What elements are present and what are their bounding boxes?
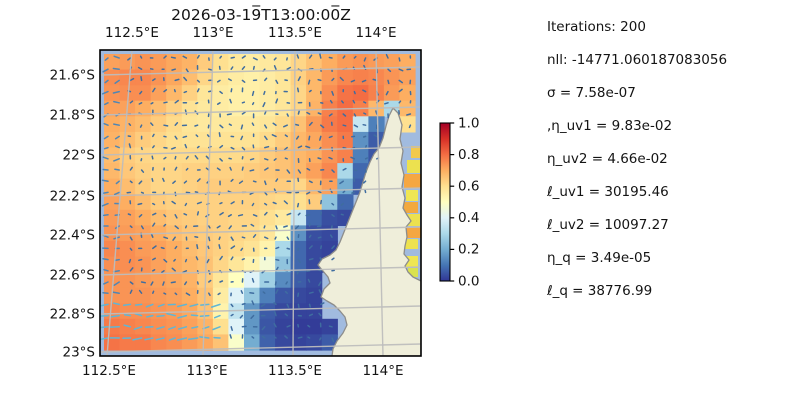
colorbar-tick-label: 0.8 [458,147,479,163]
stat-ell-uv1: ℓ_uv1 = 30195.46 [547,184,669,200]
gulf-patches [402,146,421,277]
colorbar-tick-label: 0.0 [458,274,479,290]
y-tick-label: 22°S [63,148,96,164]
y-tick-label: 22.6°S [50,268,95,284]
stats-panel: Iterations: 200 nll: -14771.060187083056… [547,11,727,308]
gridlines [100,50,421,356]
colorbar-tickmarks [450,122,455,282]
x-tick-label-top: 113°E [192,25,233,41]
x-axis-bottom-ticks: 112.5°E 113°E 113.5°E 114°E [82,363,404,379]
y-tick-label: 22.8°S [50,307,95,323]
stat-eta-uv2: η_uv2 = 4.66e-02 [547,151,668,167]
x-tick-label-bottom: 113.5°E [268,363,322,379]
colorbar-tick-label: 0.2 [458,242,479,258]
y-tick-label: 21.6°S [50,68,95,84]
y-tick-label: 22.4°S [50,228,95,244]
map-frame [99,49,422,357]
stat-eta-q: η_q = 3.49e-05 [547,250,652,266]
colorbar: 1.0 0.8 0.6 0.4 0.2 0.0 [439,116,479,290]
colorbar-gradient [439,122,451,282]
x-tick-label-top: 114°E [355,25,396,41]
quiver-arrows [100,53,412,343]
stat-eta-uv1: ,η_uv1 = 9.83e-02 [547,118,673,134]
x-tick-label-bottom: 114°E [362,363,403,379]
stat-nll: nll: -14771.060187083056 [547,52,728,68]
colorbar-tick-label: 0.4 [458,210,479,226]
y-tick-label: 22.2°S [50,189,95,205]
y-tick-label: 21.8°S [50,108,95,124]
x-tick-label-bottom: 112.5°E [82,363,136,379]
x-tick-label-bottom: 113°E [186,363,227,379]
x-tick-label-top: 112.5°E [105,25,159,41]
colorbar-tick-label: 1.0 [458,116,479,132]
stat-iterations: Iterations: 200 [547,19,646,35]
stat-ell-uv2: ℓ_uv2 = 10097.27 [547,217,669,233]
stat-ell-q: ℓ_q = 38776.99 [547,283,653,299]
map-content [100,50,421,356]
y-tick-label: 23°S [63,345,96,361]
stat-sigma: σ = 7.58e-07 [547,85,636,101]
colorbar-tick-label: 0.6 [458,179,479,195]
plot-title: 2026-03-19̅T13:00:00̅Z [171,5,351,24]
x-axis-top-ticks: 112.5°E 113°E 113.5°E 114°E [105,25,397,41]
y-axis-ticks: 21.6°S 21.8°S 22°S 22.2°S 22.4°S 22.6°S … [50,68,95,361]
land-polygon [317,107,421,356]
x-tick-label-top: 113.5°E [268,25,322,41]
